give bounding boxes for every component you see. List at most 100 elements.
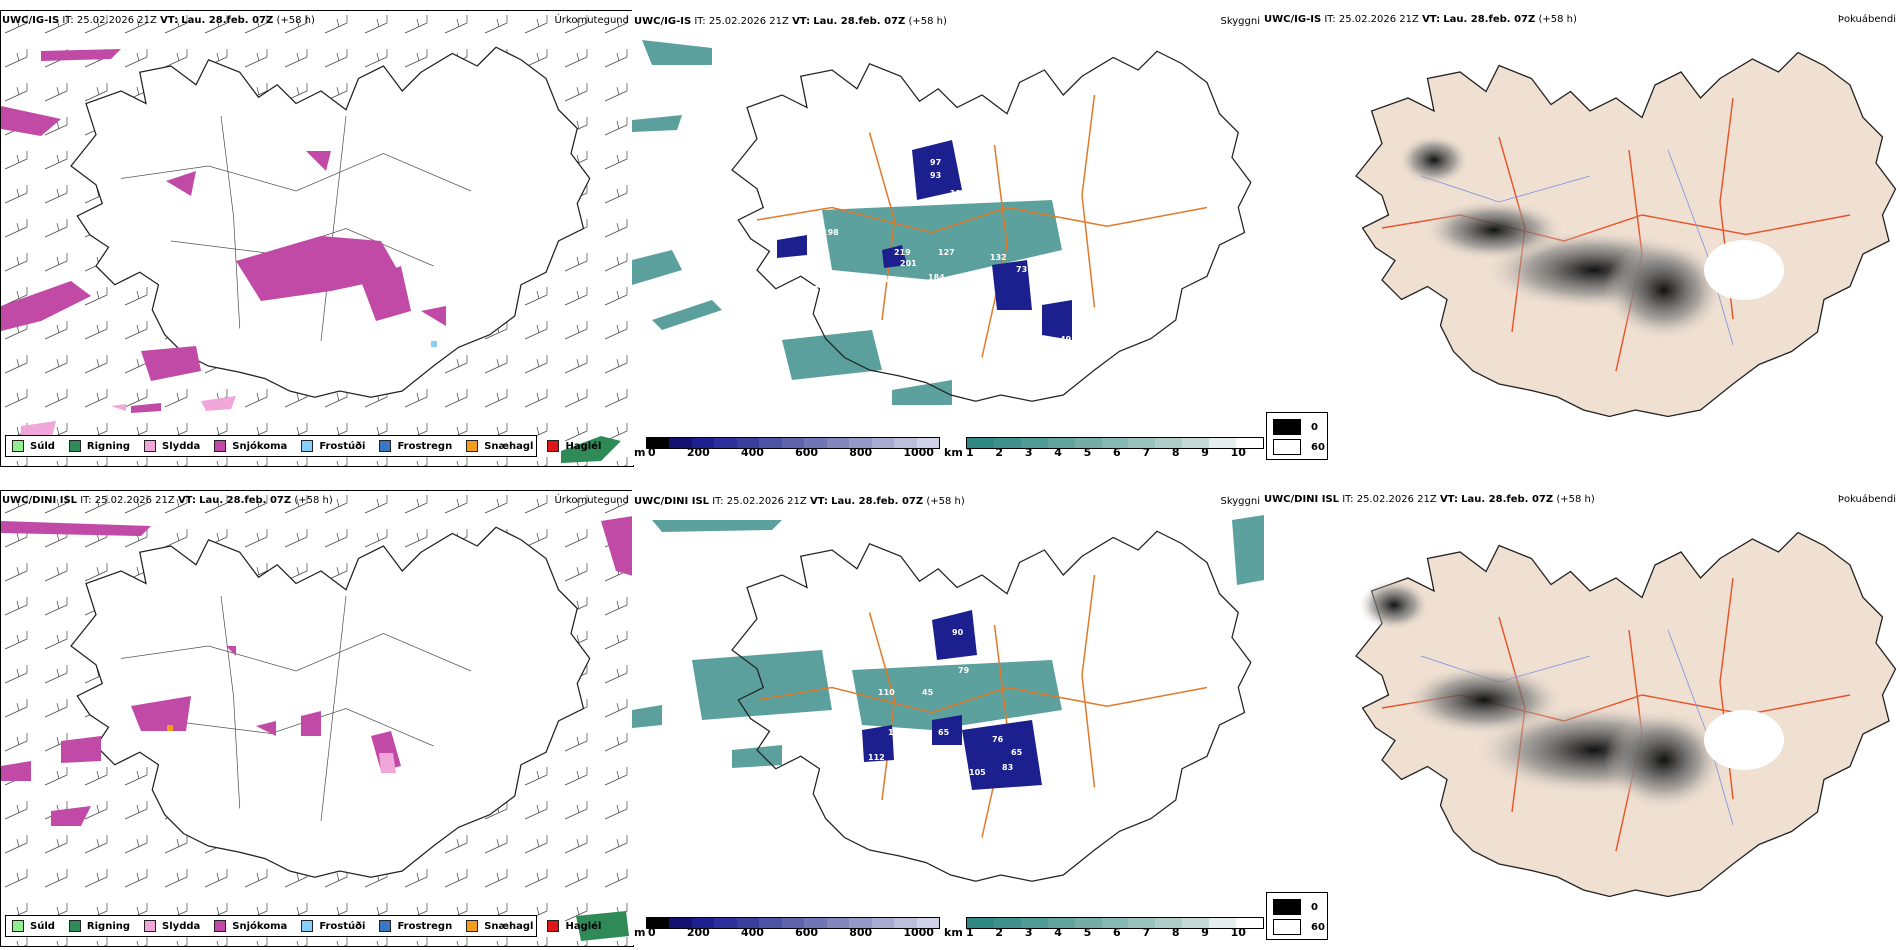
colorbar-segment [759, 438, 782, 448]
visibility-colorbar [966, 437, 1264, 449]
colorbar-segment [916, 918, 940, 928]
svg-text:190: 190 [810, 241, 827, 250]
legend-item-rigning: Rigning [68, 440, 130, 452]
legend-item-súld: Súld [12, 920, 55, 932]
svg-text:110: 110 [878, 688, 895, 697]
fog-swatch-0 [1273, 899, 1301, 915]
colorbar-segment [849, 438, 872, 448]
model-name: UWC/DINI ISL [2, 495, 78, 506]
legend-swatch [12, 440, 24, 452]
fog-legend-label: 0 [1311, 901, 1318, 913]
legend-item-súld: Súld [12, 440, 55, 452]
svg-text:73: 73 [1016, 265, 1027, 274]
legend-swatch [144, 920, 157, 932]
colorbar-segment [781, 918, 805, 928]
tick-label: 1000 [903, 446, 934, 459]
vt-label: VT: [792, 16, 811, 27]
fog-panel-row1: UWC/IG-IS IT: 25.02.2026 21Z VT: Lau. 28… [1264, 10, 1900, 465]
svg-text:414: 414 [872, 275, 889, 284]
legend-label: Frostúði [319, 920, 366, 932]
visibility-colorbar [966, 917, 1264, 929]
legend-item-snjókoma: Snjókoma [214, 920, 287, 932]
chart-header: UWC/DINI ISL IT: 25.02.2026 21Z VT: Lau.… [2, 495, 333, 506]
tick-label: 8 [1171, 926, 1180, 939]
legend-swatch [301, 920, 314, 932]
ceiling-map: 198 190 219 201 127 132 73 184 97 93 414… [632, 40, 1252, 405]
lead-time: (+58 h) [908, 16, 947, 27]
svg-text:119: 119 [938, 793, 955, 802]
chart-header: UWC/DINI ISL IT: 25.02.2026 21Z VT: Lau.… [1264, 494, 1595, 505]
vt-label: VT: [177, 495, 196, 506]
it-label: IT: [62, 15, 74, 26]
legend-item-frostúði: Frostúði [301, 920, 365, 932]
svg-text:83: 83 [1002, 763, 1013, 772]
precip-map [1, 491, 633, 946]
tick-label: 200 [686, 926, 710, 939]
svg-text:163: 163 [888, 728, 905, 737]
tick-label: 9 [1201, 926, 1209, 939]
colorbar-segment [1182, 918, 1210, 928]
tick-label: 6 [1113, 926, 1121, 939]
colorbar-segment [871, 438, 895, 448]
legend-item-frostregn: Frostregn [379, 920, 452, 932]
legend-label: Snæhagl [484, 920, 534, 932]
tick-label: 1 [966, 446, 974, 459]
legend-label: Súld [30, 440, 55, 452]
colorbar-segment [759, 918, 782, 928]
ceiling-values: 90 79 110 163 911 65 76 65 73 112 80 105… [662, 507, 1023, 802]
vt-value: Lau. 28.feb. 07Z [181, 15, 274, 26]
panel-title: Úrkomutegund [554, 15, 629, 26]
colorbar-segment [1155, 918, 1183, 928]
fog-swatch-60 [1273, 919, 1301, 935]
precip-map [1, 11, 633, 466]
it-value: 25.02.2026 21Z [94, 495, 175, 506]
legend-swatch [68, 920, 81, 932]
legend-label: Snjókoma [232, 440, 288, 452]
tick-label: 2 [995, 446, 1004, 459]
legend-swatch [379, 440, 392, 452]
colorbar-segment [1236, 918, 1263, 928]
svg-text:90: 90 [952, 628, 964, 637]
colorbar-segment [849, 918, 872, 928]
it-value: 25.02.2026 21Z [1338, 14, 1419, 25]
svg-text:93: 93 [930, 171, 941, 180]
colorbar-segment [691, 918, 715, 928]
colorbar-segment [736, 438, 760, 448]
chart-header: UWC/IG-IS IT: 25.02.2026 21Z VT: Lau. 28… [2, 15, 315, 26]
vt-value: Lau. 28.feb. 07Z [199, 495, 292, 506]
legend-label: Haglél [565, 440, 602, 452]
vt-label: VT: [160, 15, 179, 26]
fog-map [1355, 531, 1897, 898]
vt-value: Lau. 28.feb. 07Z [831, 496, 924, 507]
tick-label: 1 [966, 926, 974, 939]
lead-time: (+58 h) [1556, 494, 1595, 505]
panel-title: Skyggni [1220, 496, 1260, 507]
tick-label: 0 [648, 926, 656, 939]
it-label: IT: [694, 16, 706, 27]
colorbar-segment [1101, 918, 1129, 928]
svg-text:219: 219 [894, 248, 911, 257]
svg-text:65: 65 [1011, 748, 1023, 757]
chart-header: UWC/IG-IS IT: 25.02.2026 21Z VT: Lau. 28… [1264, 14, 1577, 25]
ceiling-map: 90 79 110 163 911 65 76 65 73 112 80 105… [632, 507, 1264, 882]
it-label: IT: [712, 496, 724, 507]
tick-label: 600 [795, 926, 819, 939]
vt-label: VT: [1422, 14, 1441, 25]
vt-value: Lau. 28.feb. 07Z [1443, 14, 1536, 25]
legend-label: Slydda [162, 920, 201, 932]
tick-label: 3 [1024, 926, 1033, 939]
legend-swatch [466, 440, 479, 452]
svg-text:80: 80 [848, 758, 860, 767]
colorbar-segment [1020, 438, 1048, 448]
colorbar-segment [781, 438, 805, 448]
model-name: UWC/IG-IS [2, 15, 60, 26]
precip-panel-row2: UWC/DINI ISL IT: 25.02.2026 21Z VT: Lau.… [0, 490, 634, 947]
legend-swatch [214, 440, 227, 452]
precip-panel-row1: UWC/IG-IS IT: 25.02.2026 21Z VT: Lau. 28… [0, 10, 634, 467]
model-name: UWC/IG-IS [1264, 14, 1322, 25]
tick-label: 0 [648, 446, 656, 459]
tick-label: 4 [1054, 926, 1062, 939]
colorbar-segment [1074, 918, 1102, 928]
fog-map [1355, 51, 1897, 418]
svg-text:97: 97 [930, 158, 941, 167]
